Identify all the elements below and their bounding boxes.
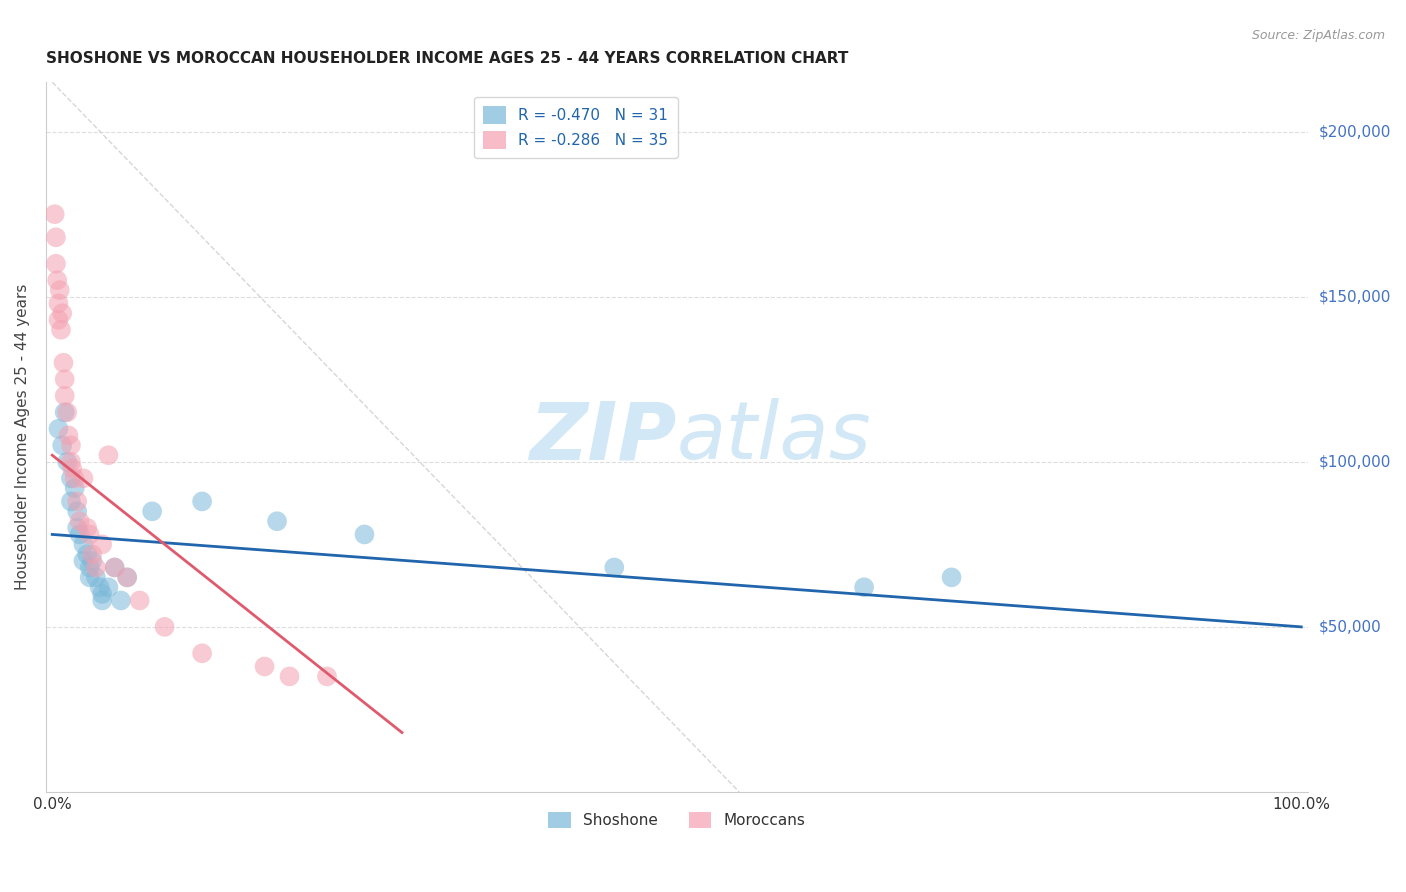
Point: [316, 669, 339, 683]
Y-axis label: Householder Income Ages 25 - 44 years: Householder Income Ages 25 - 44 years: [15, 284, 30, 591]
Point: [53, 405, 76, 419]
Point: [53, 372, 76, 386]
Point: [63, 481, 86, 495]
Point: [353, 527, 375, 541]
Point: [59, 455, 82, 469]
Point: [63, 471, 86, 485]
Text: atlas: atlas: [676, 398, 872, 476]
Point: [69, 527, 91, 541]
Text: SHOSHONE VS MOROCCAN HOUSEHOLDER INCOME AGES 25 - 44 YEARS CORRELATION CHART: SHOSHONE VS MOROCCAN HOUSEHOLDER INCOME …: [46, 51, 848, 66]
Point: [84, 560, 107, 574]
Point: [191, 494, 214, 508]
Point: [45, 257, 67, 271]
Point: [53, 389, 76, 403]
Legend: Shoshone, Moroccans: Shoshone, Moroccans: [541, 805, 811, 834]
Point: [48, 283, 70, 297]
Point: [45, 230, 67, 244]
Point: [128, 593, 150, 607]
Point: [66, 504, 89, 518]
Point: [110, 593, 132, 607]
Point: [853, 580, 876, 594]
Point: [941, 570, 963, 584]
Point: [79, 560, 101, 574]
Point: [69, 514, 91, 528]
Point: [278, 669, 301, 683]
Point: [76, 521, 98, 535]
Point: [48, 422, 70, 436]
Point: [91, 593, 114, 607]
Text: Source: ZipAtlas.com: Source: ZipAtlas.com: [1251, 29, 1385, 43]
Point: [603, 560, 626, 574]
Point: [153, 620, 176, 634]
Point: [115, 570, 138, 584]
Text: $100,000: $100,000: [1319, 454, 1391, 469]
Point: [79, 570, 101, 584]
Point: [66, 521, 89, 535]
Point: [72, 537, 94, 551]
Point: [79, 527, 101, 541]
Point: [66, 494, 89, 508]
Text: $200,000: $200,000: [1319, 124, 1391, 139]
Point: [48, 313, 70, 327]
Point: [97, 448, 120, 462]
Point: [141, 504, 163, 518]
Point: [49, 323, 72, 337]
Point: [52, 356, 75, 370]
Point: [91, 587, 114, 601]
Point: [97, 580, 120, 594]
Point: [60, 461, 83, 475]
Point: [191, 646, 214, 660]
Point: [89, 580, 111, 594]
Point: [51, 438, 73, 452]
Point: [56, 455, 79, 469]
Point: [82, 547, 104, 561]
Point: [84, 570, 107, 584]
Point: [266, 514, 288, 528]
Text: ZIP: ZIP: [530, 398, 676, 476]
Point: [44, 207, 66, 221]
Point: [56, 405, 79, 419]
Point: [76, 547, 98, 561]
Text: $50,000: $50,000: [1319, 619, 1381, 634]
Point: [46, 273, 69, 287]
Point: [59, 438, 82, 452]
Text: $150,000: $150,000: [1319, 289, 1391, 304]
Point: [253, 659, 276, 673]
Point: [59, 494, 82, 508]
Point: [104, 560, 127, 574]
Point: [115, 570, 138, 584]
Point: [59, 471, 82, 485]
Point: [58, 428, 80, 442]
Point: [91, 537, 114, 551]
Point: [72, 471, 94, 485]
Point: [48, 296, 70, 310]
Point: [72, 554, 94, 568]
Point: [104, 560, 127, 574]
Point: [82, 554, 104, 568]
Point: [51, 306, 73, 320]
